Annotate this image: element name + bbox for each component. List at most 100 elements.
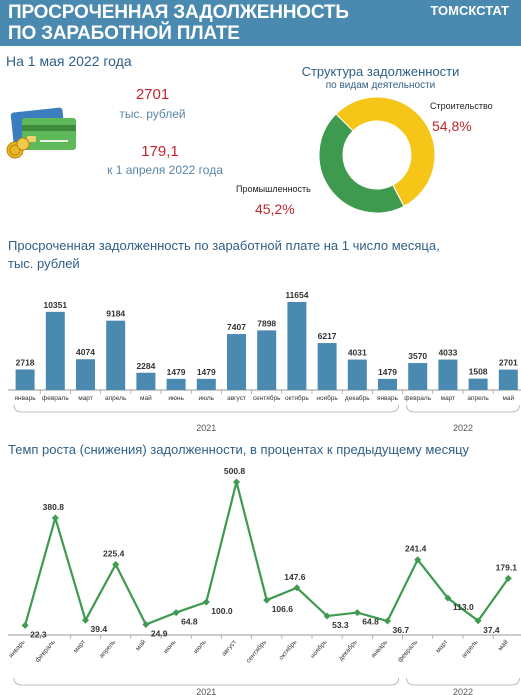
bar-value-label: 1479 — [197, 367, 216, 377]
bar — [378, 378, 397, 390]
line-marker — [414, 556, 422, 564]
bar-value-label: 2718 — [16, 357, 35, 367]
total-debt-unit: тыс. рублей — [119, 107, 186, 121]
line-marker — [263, 596, 271, 604]
bar — [166, 378, 186, 390]
line-category-label: апрель — [461, 638, 480, 659]
line-category-label: март — [435, 639, 450, 655]
pie-value-construction: 54,8% — [432, 118, 472, 134]
line-category-label: декабрь — [337, 638, 359, 663]
report-date: На 1 мая 2022 года — [6, 53, 132, 69]
total-debt-value: 2701 — [135, 86, 170, 103]
line-category-label: февраль — [397, 638, 420, 664]
page-title-line2: ПО ЗАРАБОТНОЙ ПЛАТЕ — [8, 23, 240, 44]
bar — [408, 363, 428, 390]
line-marker — [323, 612, 331, 620]
bar-value-label: 1479 — [378, 367, 397, 377]
line-category-label: сентябрь — [244, 638, 268, 665]
line-marker — [21, 621, 29, 629]
bar — [196, 378, 216, 390]
pie-subtitle: по видам деятельности — [325, 80, 436, 91]
line-value-label: 39.4 — [91, 624, 108, 634]
year-bracket — [13, 677, 399, 686]
bar-category-label: апрель — [467, 395, 489, 402]
bar-value-label: 1479 — [167, 367, 186, 377]
line-category-label: май — [134, 638, 148, 652]
bar-chart-title-line2: тыс. рублей — [8, 256, 80, 271]
year-label: 2021 — [196, 687, 216, 695]
bar-category-label: май — [502, 394, 514, 402]
line-value-label: 113.0 — [453, 602, 474, 612]
line-category-label: январь — [8, 638, 27, 659]
brand-label: ТОМСКСТАТ — [430, 3, 509, 18]
line-marker — [474, 617, 482, 625]
pie-label-construction: Строительство — [430, 101, 493, 111]
line-marker — [233, 478, 240, 486]
line-value-label: 147.6 — [284, 572, 306, 582]
line-value-label: 64.8 — [181, 617, 198, 627]
line-category-label: июль — [192, 638, 208, 655]
bar-category-label: сентябрь — [253, 394, 281, 402]
line-marker — [51, 514, 59, 522]
bar — [347, 359, 367, 390]
bar-value-label: 1508 — [469, 367, 488, 377]
year-label: 2022 — [453, 423, 473, 433]
bar-value-label: 7407 — [227, 322, 246, 332]
bar — [106, 320, 126, 390]
line-value-label: 100.0 — [211, 606, 233, 616]
bar — [287, 302, 307, 390]
line-marker — [353, 609, 361, 617]
bar-category-label: май — [140, 394, 152, 402]
growth-rate-line-chart: 22.3январь380.8февраль39.4март225.4апрел… — [8, 466, 521, 695]
growth-line — [24, 481, 510, 626]
line-value-label: 24.9 — [151, 629, 168, 639]
line-category-label: апрель — [98, 638, 117, 659]
bar-category-label: март — [78, 395, 93, 402]
page-title-line1: ПРОСРОЧЕННАЯ ЗАДОЛЖЕННОСТЬ — [8, 2, 349, 23]
line-value-label: 106.6 — [272, 604, 294, 614]
debt-bar-chart: 2718 январь 10351 февраль 4074 март 9184 апрель… — [8, 290, 521, 433]
pie-label-industry: Промышленность — [236, 184, 311, 194]
bar-value-label: 10351 — [43, 300, 67, 310]
bar-category-label: апрель — [105, 395, 127, 402]
bar-value-label: 3570 — [408, 351, 427, 361]
structure-donut-chart: Строительство 54,8% Промышленность 45,2% — [236, 96, 493, 217]
bar-category-label: октябрь — [285, 394, 309, 402]
bar — [15, 369, 35, 390]
bar — [438, 359, 458, 390]
line-marker — [202, 598, 210, 606]
line-value-label: 22.3 — [30, 629, 47, 639]
bar-value-label: 4031 — [348, 348, 367, 358]
bar-category-label: март — [441, 395, 456, 402]
change-label: к 1 апреля 2022 года — [107, 163, 223, 177]
bar — [45, 311, 65, 390]
pie-title: Структура задолженности — [301, 64, 460, 79]
bar — [498, 369, 518, 390]
bar-value-label: 4074 — [76, 347, 95, 357]
year-label: 2021 — [196, 423, 216, 433]
bar-value-label: 11654 — [285, 290, 308, 300]
bar-category-label: июль — [199, 395, 215, 402]
line-marker — [293, 584, 301, 592]
bar — [317, 343, 337, 390]
bar-value-label: 4033 — [438, 348, 457, 358]
line-marker — [142, 621, 150, 629]
line-marker — [504, 574, 512, 582]
line-chart-title: Темп роста (снижения) задолженности, в п… — [8, 442, 470, 457]
year-bracket — [406, 404, 520, 413]
bar-category-label: февраль — [404, 395, 431, 402]
bar-chart-title-line1: Просроченная задолженность по заработной… — [8, 238, 440, 253]
line-value-label: 53.3 — [332, 620, 349, 630]
year-bracket — [406, 677, 520, 686]
line-category-label: октябрь — [277, 638, 299, 662]
line-value-label: 36.7 — [393, 625, 410, 635]
line-value-label: 241.4 — [405, 544, 427, 554]
bar — [227, 334, 246, 390]
line-marker — [384, 617, 391, 625]
bar — [257, 330, 277, 390]
line-category-label: август — [221, 639, 238, 658]
line-category-label: июнь — [162, 638, 178, 655]
bar — [468, 378, 488, 390]
line-value-label: 500.8 — [224, 466, 246, 476]
year-label: 2022 — [453, 687, 473, 695]
